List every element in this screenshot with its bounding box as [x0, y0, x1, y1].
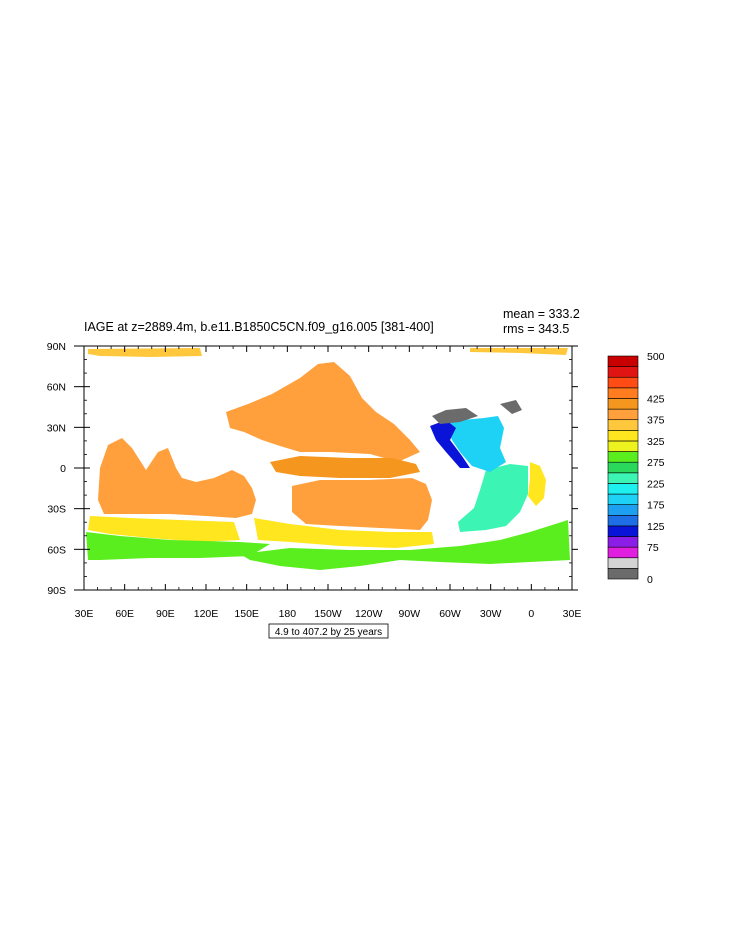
- x-tick-label: 30E: [563, 608, 582, 620]
- x-tick-label: 30W: [480, 608, 502, 620]
- y-tick-label: 90S: [47, 585, 66, 597]
- x-tick-label: 150W: [314, 608, 342, 620]
- ocean-field: [86, 348, 570, 570]
- y-tick-label: 30N: [47, 422, 66, 434]
- colorbar-swatch: [607, 408, 639, 421]
- colorbar-swatch: [607, 536, 639, 548]
- x-tick-label: 120E: [194, 608, 219, 620]
- y-tick-label: 0: [60, 463, 66, 475]
- colorbar-label: 225: [647, 478, 665, 490]
- colorbar-swatch: [607, 525, 639, 537]
- mean-label: mean = 333.2: [503, 307, 580, 321]
- x-tick-label: 30E: [75, 608, 94, 620]
- colorbar-swatch: [607, 387, 639, 399]
- y-tick-label: 30S: [47, 504, 66, 516]
- region-southern-pacific-sector: [88, 516, 434, 548]
- region-equatorial-pacific: [270, 456, 420, 478]
- colorbar-labels: 0 75 125 175 225 275 325 375 425 500: [647, 351, 665, 586]
- colorbar-label: 0: [647, 574, 653, 586]
- x-tick-label: 180: [279, 608, 297, 620]
- rms-label: rms = 343.5: [503, 322, 569, 336]
- colorbar-swatch: [607, 366, 639, 378]
- x-tick-label: 120W: [355, 608, 383, 620]
- colorbar-label: 425: [647, 393, 665, 405]
- x-tick-label: 60E: [115, 608, 134, 620]
- chart-title: IAGE at z=2889.4m, b.e11.B1850C5CN.f09_g…: [84, 320, 434, 334]
- region-western-boundary: [430, 420, 470, 468]
- x-tick-label: 90E: [156, 608, 175, 620]
- x-tick-label: 90W: [399, 608, 421, 620]
- x-tick-label: 150E: [234, 608, 259, 620]
- colorbar-swatch: [607, 376, 639, 389]
- region-north-atlantic: [446, 416, 506, 472]
- colorbar-swatch: [607, 483, 639, 495]
- colorbar-swatch: [607, 514, 639, 527]
- y-tick-label: 60N: [47, 382, 66, 394]
- colorbar-label: 125: [647, 521, 665, 533]
- region-south-atlantic: [458, 464, 528, 532]
- colorbar-label: 175: [647, 500, 665, 512]
- colorbar-swatch: [607, 355, 639, 367]
- contour-info-label: 4.9 to 407.2 by 25 years: [275, 627, 382, 638]
- region-arctic-ocean: [88, 348, 568, 357]
- colorbar-swatch: [607, 557, 639, 569]
- region-south-pacific: [292, 478, 432, 530]
- x-tick-label: 0: [528, 608, 534, 620]
- contour-info-box: [268, 623, 389, 639]
- region-angola-basin: [528, 462, 546, 506]
- region-southern-ocean: [86, 520, 570, 570]
- y-tick-label: 90N: [47, 341, 66, 353]
- x-tick-labels: 30E 60E 90E 120E 150E 180 150W 120W 90W 60W 30W 0 30…: [75, 608, 582, 620]
- colorbar-label: 275: [647, 457, 665, 469]
- colorbar-swatch: [607, 504, 639, 516]
- colorbar-swatch: [607, 451, 639, 463]
- x-tick-label: 60W: [439, 608, 461, 620]
- region-indian-ocean: [98, 438, 256, 518]
- colorbar-swatch: [607, 472, 639, 484]
- region-north-pacific: [226, 362, 420, 462]
- colorbar-label: 75: [647, 542, 659, 554]
- colorbar-swatch: [607, 419, 639, 431]
- colorbar-label: 325: [647, 436, 665, 448]
- colorbar-swatch: [607, 568, 639, 580]
- colorbar: [607, 355, 639, 580]
- colorbar-swatch: [607, 430, 639, 442]
- y-tick-label: 60S: [47, 544, 66, 556]
- colorbar-swatch: [607, 546, 639, 559]
- colorbar-swatch: [607, 461, 639, 474]
- colorbar-label: 500: [647, 351, 665, 363]
- colorbar-swatch: [607, 440, 639, 452]
- colorbar-label: 375: [647, 415, 665, 427]
- colorbar-swatch: [607, 398, 639, 410]
- y-ticks: [74, 345, 578, 591]
- region-labrador-sea: [432, 400, 522, 424]
- y-tick-labels: 90N 60N 30N 0 30S 60S 90S: [47, 341, 66, 597]
- colorbar-swatch: [607, 493, 639, 505]
- x-ticks: [83, 346, 573, 590]
